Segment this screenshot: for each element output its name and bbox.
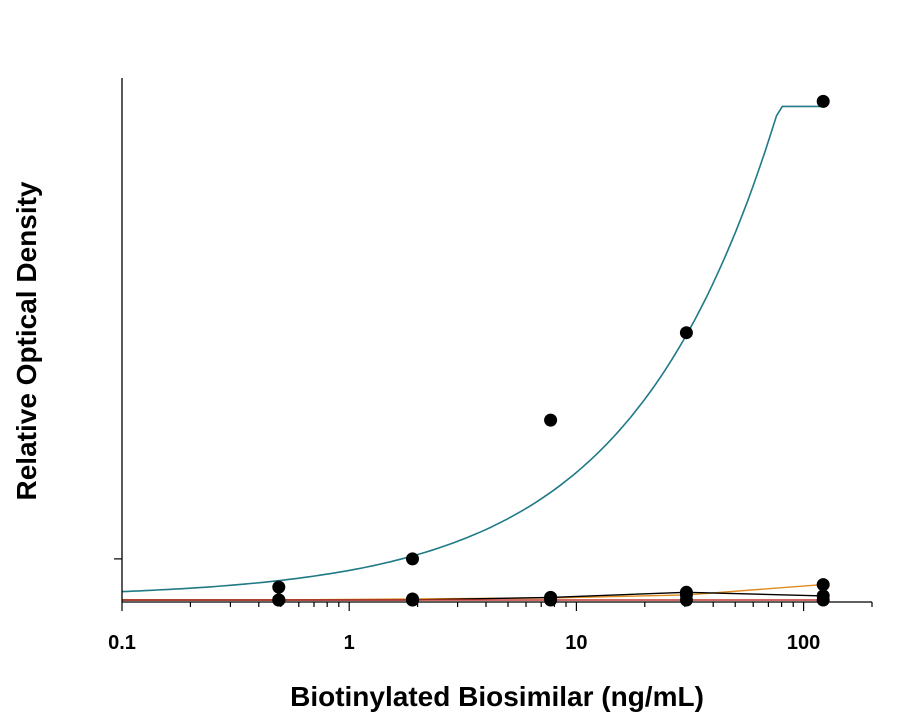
x-tick-label-2: 10 (565, 632, 587, 654)
curve-series-2 (122, 583, 824, 601)
data-point-s4-2 (406, 593, 419, 607)
data-point-s1-5 (816, 94, 830, 108)
curve-series-3 (122, 591, 824, 601)
data-point-s1-3 (544, 413, 558, 427)
data-point-s4-3 (544, 593, 558, 607)
data-point-s4-5 (816, 593, 830, 607)
x-tick-label-1: 1 (344, 632, 355, 654)
data-points (272, 94, 830, 607)
x-axis-title: Biotinylated Biosimilar (ng/mL) (290, 681, 704, 712)
data-point-s2-5 (816, 578, 830, 592)
data-point-s4-4 (679, 593, 693, 607)
data-point-s1-1 (272, 580, 286, 594)
data-point-s1-2 (406, 552, 419, 566)
curve-series-1 (121, 105, 824, 593)
x-tick-label-3: 100 (787, 632, 820, 654)
y-axis-title: Relative Optical Density (11, 181, 42, 500)
data-point-s1-4 (679, 326, 693, 340)
axes: 0.1 1 10 100 (108, 78, 873, 654)
x-tick-label-0: 0.1 (108, 632, 136, 654)
data-point-s4-1 (272, 593, 286, 607)
fit-curves (121, 105, 824, 601)
